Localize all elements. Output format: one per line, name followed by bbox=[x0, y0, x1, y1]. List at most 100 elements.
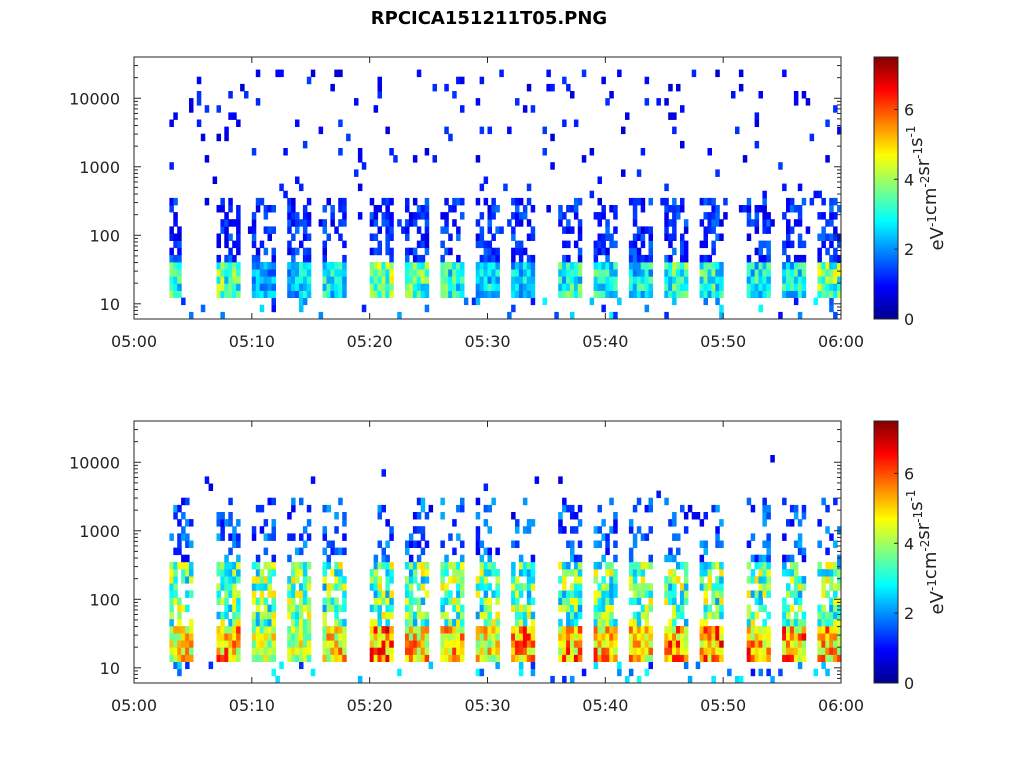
heatmap-cell bbox=[770, 455, 775, 463]
heatmap-cell bbox=[412, 540, 418, 548]
heatmap-cell bbox=[440, 604, 445, 613]
heatmap-cell bbox=[801, 547, 807, 556]
heatmap-cell bbox=[829, 618, 834, 627]
heatmap-cell bbox=[334, 276, 339, 284]
heatmap-cell bbox=[295, 640, 300, 648]
heatmap-cell bbox=[389, 276, 394, 284]
heatmap-cell bbox=[515, 290, 520, 298]
heatmap-cell bbox=[267, 611, 272, 620]
heatmap-cell bbox=[177, 233, 182, 241]
heatmap-cell bbox=[719, 597, 724, 605]
heatmap-cell bbox=[672, 597, 677, 605]
heatmap-cell bbox=[189, 105, 194, 113]
heatmap-cell bbox=[621, 126, 626, 135]
heatmap-cell bbox=[746, 197, 752, 206]
heatmap-cell bbox=[672, 247, 677, 256]
heatmap-cell bbox=[699, 219, 705, 227]
heatmap-cell bbox=[232, 561, 237, 570]
heatmap-cell bbox=[558, 640, 563, 648]
heatmap-cell bbox=[754, 647, 760, 655]
heatmap-cell bbox=[220, 583, 225, 591]
heatmap-cell bbox=[483, 654, 489, 662]
heatmap-cell bbox=[570, 226, 575, 234]
heatmap-cell bbox=[656, 490, 661, 499]
heatmap-cell bbox=[518, 604, 524, 613]
heatmap-cell bbox=[573, 283, 579, 291]
heatmap-cell bbox=[750, 611, 756, 620]
heatmap-cell bbox=[306, 604, 312, 613]
heatmap-cell bbox=[377, 226, 382, 234]
heatmap-cell bbox=[420, 290, 426, 298]
heatmap-cell bbox=[593, 561, 599, 570]
heatmap-cell bbox=[605, 547, 610, 556]
heatmap-cell bbox=[793, 283, 799, 291]
heatmap-cell bbox=[530, 226, 536, 234]
heatmap-cell bbox=[786, 583, 791, 591]
heatmap-cell bbox=[263, 212, 269, 220]
heatmap-cell bbox=[699, 197, 705, 206]
heatmap-cell bbox=[177, 247, 182, 256]
heatmap-cell bbox=[302, 226, 308, 234]
heatmap-cell bbox=[263, 547, 269, 556]
heatmap-cell bbox=[680, 197, 685, 206]
heatmap-cell bbox=[204, 476, 210, 484]
heatmap-cell bbox=[189, 633, 194, 641]
heatmap-cell bbox=[487, 633, 492, 641]
heatmap-cell bbox=[487, 547, 492, 556]
heatmap-cell bbox=[636, 269, 642, 277]
heatmap-cell bbox=[672, 654, 677, 662]
colorbar-tick-label: 2 bbox=[904, 240, 914, 259]
heatmap-cell bbox=[306, 618, 312, 627]
heatmap-cell bbox=[782, 533, 787, 541]
heatmap-cell bbox=[754, 112, 760, 120]
heatmap-cell bbox=[444, 212, 449, 220]
heatmap-cell bbox=[177, 633, 182, 641]
heatmap-cell bbox=[322, 611, 327, 620]
heatmap-cell bbox=[526, 654, 532, 662]
heatmap-cell bbox=[385, 633, 390, 641]
heatmap-cell bbox=[338, 290, 343, 298]
heatmap-cell bbox=[479, 290, 485, 298]
heatmap-cell bbox=[581, 155, 587, 163]
heatmap-cell bbox=[801, 554, 807, 563]
heatmap-cell bbox=[680, 597, 685, 605]
colorbar bbox=[873, 420, 899, 684]
heatmap-cell bbox=[416, 633, 422, 641]
heatmap-cell bbox=[605, 254, 610, 263]
heatmap-cell bbox=[259, 654, 265, 662]
heatmap-cell bbox=[220, 647, 225, 655]
heatmap-cell bbox=[672, 219, 677, 227]
heatmap-cell bbox=[412, 611, 418, 620]
heatmap-cell bbox=[570, 276, 575, 284]
heatmap-cell bbox=[546, 69, 551, 78]
heatmap-cell bbox=[224, 126, 229, 135]
heatmap-cell bbox=[672, 283, 677, 291]
heatmap-cell bbox=[177, 618, 182, 627]
heatmap-cell bbox=[534, 476, 540, 484]
heatmap-cell bbox=[373, 604, 379, 613]
heatmap-cell bbox=[797, 205, 803, 213]
heatmap-cell bbox=[487, 597, 492, 605]
heatmap-cell bbox=[475, 526, 481, 534]
heatmap-cell bbox=[479, 126, 485, 135]
heatmap-cell bbox=[448, 133, 453, 142]
heatmap-cell bbox=[605, 226, 610, 234]
heatmap-cell bbox=[786, 554, 791, 563]
heatmap-cell bbox=[837, 269, 842, 277]
heatmap-cell bbox=[169, 119, 174, 127]
heatmap-cell bbox=[837, 633, 842, 641]
heatmap-cell bbox=[306, 583, 312, 591]
heatmap-cell bbox=[479, 276, 485, 284]
heatmap-cell bbox=[766, 626, 771, 634]
heatmap-cell bbox=[369, 247, 375, 256]
heatmap-cell bbox=[412, 512, 418, 520]
heatmap-cell bbox=[271, 283, 276, 291]
heatmap-cell bbox=[495, 590, 500, 598]
heatmap-cell bbox=[601, 262, 606, 270]
heatmap-cell bbox=[495, 247, 500, 256]
heatmap-cell bbox=[711, 504, 716, 513]
heatmap-cell bbox=[754, 269, 760, 277]
heatmap-cell bbox=[291, 247, 296, 256]
heatmap-cell bbox=[357, 155, 363, 163]
heatmap-cell bbox=[758, 583, 763, 591]
